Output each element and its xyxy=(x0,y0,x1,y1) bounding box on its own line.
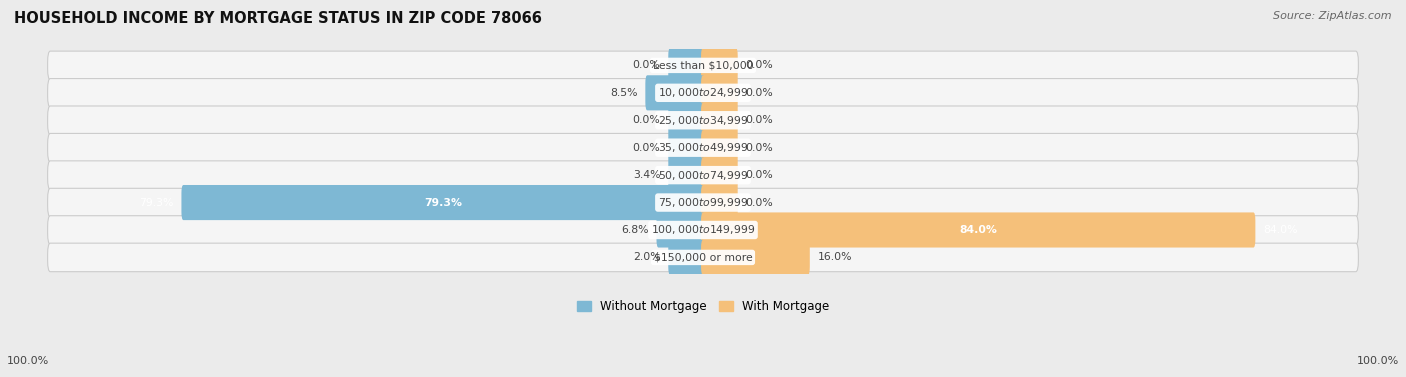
Text: 6.8%: 6.8% xyxy=(621,225,648,235)
Text: $100,000 to $149,999: $100,000 to $149,999 xyxy=(651,224,755,236)
FancyBboxPatch shape xyxy=(48,243,1358,272)
Text: 0.0%: 0.0% xyxy=(745,143,773,153)
Text: HOUSEHOLD INCOME BY MORTGAGE STATUS IN ZIP CODE 78066: HOUSEHOLD INCOME BY MORTGAGE STATUS IN Z… xyxy=(14,11,541,26)
FancyBboxPatch shape xyxy=(668,48,704,83)
Text: 100.0%: 100.0% xyxy=(1357,356,1399,366)
Text: $50,000 to $74,999: $50,000 to $74,999 xyxy=(658,169,748,182)
FancyBboxPatch shape xyxy=(48,188,1358,217)
Text: $25,000 to $34,999: $25,000 to $34,999 xyxy=(658,114,748,127)
Text: 0.0%: 0.0% xyxy=(633,143,661,153)
Text: 3.4%: 3.4% xyxy=(633,170,661,180)
FancyBboxPatch shape xyxy=(668,130,704,165)
Text: 0.0%: 0.0% xyxy=(745,198,773,208)
FancyBboxPatch shape xyxy=(702,130,738,165)
Legend: Without Mortgage, With Mortgage: Without Mortgage, With Mortgage xyxy=(572,295,834,317)
FancyBboxPatch shape xyxy=(702,240,810,275)
Text: $10,000 to $24,999: $10,000 to $24,999 xyxy=(658,86,748,99)
Text: 100.0%: 100.0% xyxy=(7,356,49,366)
FancyBboxPatch shape xyxy=(668,103,704,138)
FancyBboxPatch shape xyxy=(48,78,1358,107)
Text: 84.0%: 84.0% xyxy=(1263,225,1298,235)
FancyBboxPatch shape xyxy=(668,240,704,275)
Text: 0.0%: 0.0% xyxy=(745,115,773,125)
Text: Source: ZipAtlas.com: Source: ZipAtlas.com xyxy=(1274,11,1392,21)
FancyBboxPatch shape xyxy=(48,106,1358,135)
Text: $35,000 to $49,999: $35,000 to $49,999 xyxy=(658,141,748,154)
Text: 79.3%: 79.3% xyxy=(425,198,463,208)
FancyBboxPatch shape xyxy=(181,185,704,220)
FancyBboxPatch shape xyxy=(48,133,1358,162)
Text: 0.0%: 0.0% xyxy=(633,60,661,70)
FancyBboxPatch shape xyxy=(702,212,1256,248)
Text: 79.3%: 79.3% xyxy=(139,198,173,208)
FancyBboxPatch shape xyxy=(702,75,738,110)
Text: 0.0%: 0.0% xyxy=(633,115,661,125)
Text: 2.0%: 2.0% xyxy=(633,253,661,262)
FancyBboxPatch shape xyxy=(702,103,738,138)
Text: 16.0%: 16.0% xyxy=(818,253,852,262)
FancyBboxPatch shape xyxy=(48,161,1358,189)
Text: 84.0%: 84.0% xyxy=(959,225,997,235)
Text: 0.0%: 0.0% xyxy=(745,88,773,98)
FancyBboxPatch shape xyxy=(702,158,738,193)
FancyBboxPatch shape xyxy=(48,51,1358,80)
Text: 8.5%: 8.5% xyxy=(610,88,637,98)
FancyBboxPatch shape xyxy=(657,212,704,248)
FancyBboxPatch shape xyxy=(48,216,1358,244)
Text: 0.0%: 0.0% xyxy=(745,170,773,180)
FancyBboxPatch shape xyxy=(645,75,704,110)
Text: $75,000 to $99,999: $75,000 to $99,999 xyxy=(658,196,748,209)
Text: $150,000 or more: $150,000 or more xyxy=(654,253,752,262)
Text: Less than $10,000: Less than $10,000 xyxy=(652,60,754,70)
Text: 0.0%: 0.0% xyxy=(745,60,773,70)
FancyBboxPatch shape xyxy=(702,48,738,83)
FancyBboxPatch shape xyxy=(668,158,704,193)
FancyBboxPatch shape xyxy=(702,185,738,220)
